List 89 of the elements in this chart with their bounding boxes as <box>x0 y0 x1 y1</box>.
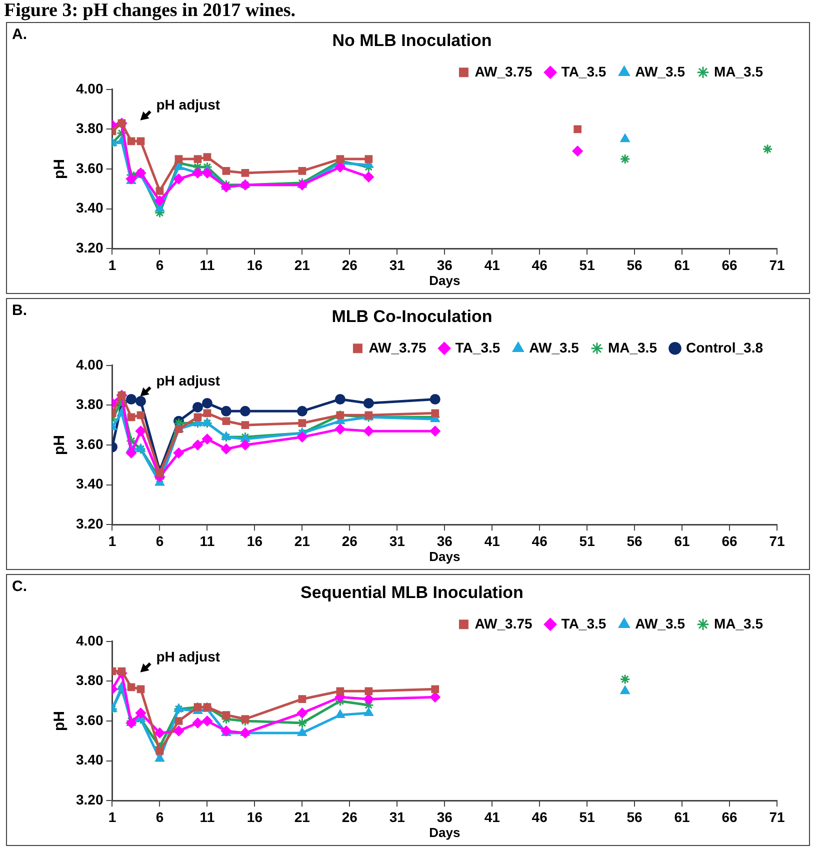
y-axis-title: pH <box>51 435 68 455</box>
x-tick-label: 41 <box>484 808 500 825</box>
x-tick-label: 36 <box>436 256 453 273</box>
legend-label: MA_3.5 <box>714 63 764 80</box>
x-tick-label: 1 <box>108 532 116 549</box>
legend-label: AW_3.75 <box>474 63 533 80</box>
annotation: pH adjust <box>156 648 220 664</box>
x-tick-label: 46 <box>532 808 548 825</box>
y-tick-label: 3.60 <box>76 712 104 728</box>
chart-title: MLB Co-Inoculation <box>332 306 492 326</box>
x-tick-label: 1 <box>108 808 116 825</box>
y-tick-label: 3.60 <box>76 436 104 452</box>
x-tick-label: 21 <box>294 256 310 273</box>
x-tick-label: 61 <box>674 256 690 273</box>
legend-label: MA_3.5 <box>608 339 658 356</box>
y-tick-label: 3.80 <box>76 396 104 412</box>
y-axis-title: pH <box>51 159 68 179</box>
x-tick-label: 6 <box>156 532 164 549</box>
x-tick-label: 36 <box>436 532 453 549</box>
x-tick-label: 21 <box>294 808 310 825</box>
x-tick-label: 51 <box>579 256 596 273</box>
chart-title: No MLB Inoculation <box>332 30 492 50</box>
legend-label: AW_3.75 <box>368 339 427 356</box>
y-tick-label: 3.80 <box>76 672 104 688</box>
legend-label: TA_3.5 <box>561 615 606 632</box>
x-tick-label: 66 <box>722 256 738 273</box>
x-tick-label: 51 <box>579 808 596 825</box>
x-tick-label: 36 <box>436 808 453 825</box>
x-axis-title: Days <box>429 824 460 840</box>
y-tick-label: 3.20 <box>76 791 104 808</box>
y-tick-label: 4.00 <box>76 80 104 96</box>
x-tick-label: 71 <box>769 808 785 825</box>
legend-label: TA_3.5 <box>561 63 606 80</box>
y-tick-label: 4.00 <box>76 632 104 648</box>
x-tick-label: 46 <box>532 532 548 549</box>
annotation: pH adjust <box>156 96 220 112</box>
y-tick-label: 3.80 <box>76 120 104 136</box>
y-tick-label: 3.40 <box>76 200 104 216</box>
x-tick-label: 31 <box>389 808 406 825</box>
x-tick-label: 6 <box>156 256 164 273</box>
x-tick-label: 71 <box>769 256 785 273</box>
legend-label: MA_3.5 <box>714 615 764 632</box>
text: B. <box>12 302 27 319</box>
x-tick-label: 46 <box>532 256 548 273</box>
x-tick-label: 1 <box>108 256 116 273</box>
x-tick-label: 26 <box>342 256 358 273</box>
legend-label: AW_3.5 <box>529 339 580 356</box>
x-tick-label: 31 <box>389 532 406 549</box>
y-tick-label: 3.40 <box>76 476 104 492</box>
x-tick-label: 16 <box>246 256 263 273</box>
y-tick-label: 3.60 <box>76 160 104 176</box>
caption: Figure 3: pH changes in 2017 wines. <box>4 0 297 22</box>
chart-title: Sequential MLB Inoculation <box>300 582 524 602</box>
x-tick-label: 26 <box>342 532 358 549</box>
x-axis-title: Days <box>429 548 460 564</box>
x-tick-label: 41 <box>484 256 500 273</box>
x-tick-label: 66 <box>722 808 738 825</box>
legend-label: AW_3.5 <box>635 63 686 80</box>
legend-label: AW_3.5 <box>635 615 686 632</box>
y-tick-label: 4.00 <box>76 356 104 372</box>
x-tick-label: 21 <box>294 532 310 549</box>
legend-label: TA_3.5 <box>455 339 500 356</box>
x-tick-label: 16 <box>246 808 263 825</box>
x-axis-title: Days <box>429 272 460 288</box>
x-tick-label: 41 <box>484 532 500 549</box>
text: A. <box>12 26 27 43</box>
x-tick-label: 31 <box>389 256 406 273</box>
x-tick-label: 56 <box>626 808 643 825</box>
y-axis-title: pH <box>51 711 68 731</box>
text: C. <box>12 578 27 595</box>
x-tick-label: 11 <box>200 808 215 825</box>
x-tick-label: 66 <box>722 532 738 549</box>
x-tick-label: 61 <box>674 808 690 825</box>
x-tick-label: 11 <box>200 256 215 273</box>
y-tick-label: 3.20 <box>76 239 104 256</box>
x-tick-label: 71 <box>769 532 785 549</box>
legend-label: AW_3.75 <box>474 615 533 632</box>
y-tick-label: 3.40 <box>76 752 104 768</box>
x-tick-label: 61 <box>674 532 690 549</box>
x-tick-label: 11 <box>200 532 215 549</box>
y-tick-label: 3.20 <box>76 515 104 532</box>
legend-label: Control_3.8 <box>686 339 764 356</box>
x-tick-label: 6 <box>156 808 164 825</box>
annotation: pH adjust <box>156 372 220 388</box>
x-tick-label: 56 <box>626 256 643 273</box>
x-tick-label: 56 <box>626 532 643 549</box>
x-tick-label: 51 <box>579 532 596 549</box>
x-tick-label: 16 <box>246 532 263 549</box>
x-tick-label: 26 <box>342 808 358 825</box>
